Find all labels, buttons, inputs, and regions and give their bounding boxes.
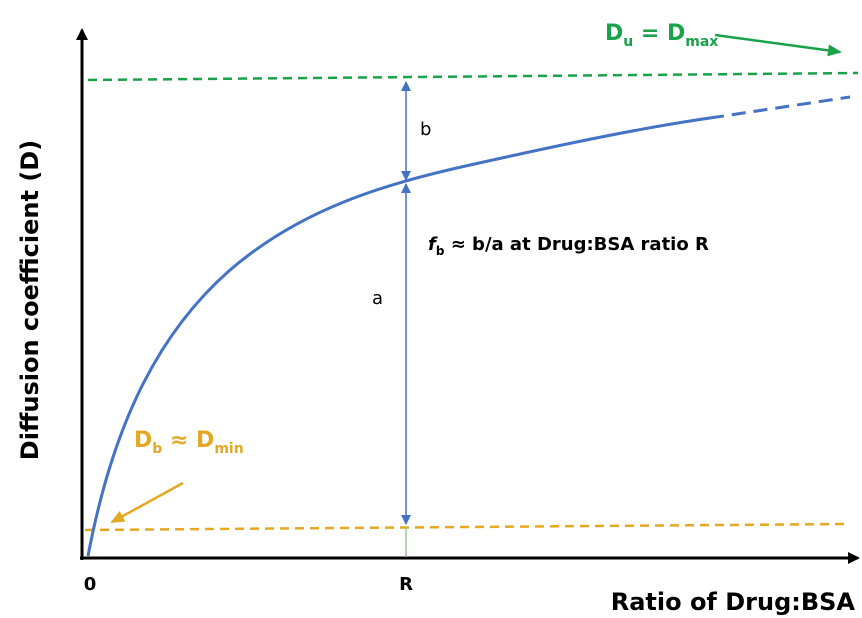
y-axis-label: Diffusion coefficient (D) xyxy=(16,140,44,460)
max-pointer xyxy=(714,33,842,57)
b-label: b xyxy=(420,119,431,140)
a-label: a xyxy=(372,288,383,309)
min-line xyxy=(84,522,851,532)
max-line xyxy=(87,71,859,82)
fraction-label: fb ≈ b/a at Drug:BSA ratio R xyxy=(428,234,709,258)
max-label: Du = Dmax xyxy=(605,21,718,50)
min-label: Db ≈ Dmin xyxy=(134,428,244,457)
curve xyxy=(86,116,711,557)
x-axis-label: Ratio of Drug:BSA xyxy=(611,588,856,616)
x-tick-label: 0 xyxy=(84,574,97,595)
curve-extension xyxy=(709,95,851,120)
min-pointer xyxy=(110,481,184,524)
x-tick-label: R xyxy=(399,574,413,595)
